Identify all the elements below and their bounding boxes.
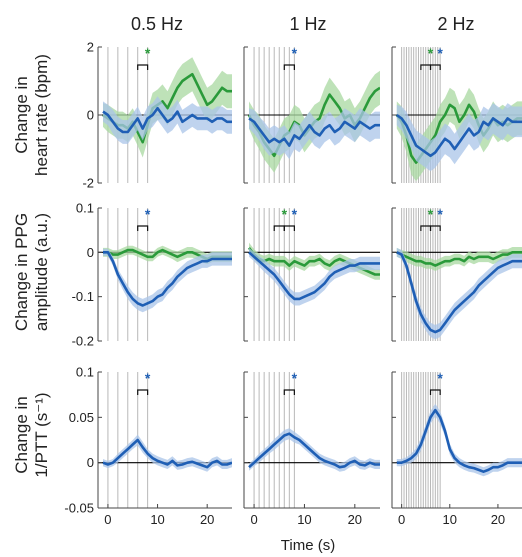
significance-bracket — [283, 225, 295, 231]
panel-r0c0: 2 0 -2 * — [82, 40, 232, 191]
x-tick-label: 10 — [297, 512, 311, 527]
y-tick-label: -0.1 — [72, 289, 94, 304]
column-title-1-hz: 1 Hz — [289, 14, 326, 34]
y-tick-label: 0 — [87, 108, 94, 123]
x-tick-label: 20 — [348, 512, 362, 527]
blue-series-line — [248, 251, 380, 301]
panel-r1c0: 0.1 0 -0.1 -0.2 * — [72, 201, 232, 349]
y-tick-label: 0 — [87, 455, 94, 470]
significance-bracket — [429, 389, 441, 395]
significance-star: * — [292, 370, 298, 386]
panel-r2c2: 0 10 20 * — [391, 370, 522, 527]
significance-bracket — [429, 225, 441, 231]
x-tick-label: 20 — [200, 512, 214, 527]
significance-bracket — [283, 389, 295, 395]
panel-r0c1: * — [243, 45, 380, 184]
series-group-r1c1 — [247, 242, 380, 306]
significance-star: * — [437, 45, 443, 61]
significance-bracket — [137, 64, 149, 70]
significance-bracket — [429, 64, 441, 70]
panel-r2c0: 0.1 0.05 0 -0.05 0 10 20 * — [64, 365, 232, 527]
column-title-0-5-hz: 0.5 Hz — [131, 14, 183, 34]
significance-star: * — [428, 206, 434, 222]
significance-star: * — [292, 206, 298, 222]
series-group-r2c2 — [396, 403, 522, 477]
x-tick-label: 0 — [250, 512, 257, 527]
y-tick-label: 0 — [87, 245, 94, 260]
x-tick-label: 10 — [443, 512, 457, 527]
y-tick-label: -0.2 — [72, 334, 94, 349]
ylabel-ppg-line1: Change in PPG — [12, 213, 31, 331]
ylabel-heart-rate-line1: Change in — [12, 76, 31, 154]
x-tick-label: 20 — [491, 512, 505, 527]
row-ylabels: Change in heart rate (bpm) Change in PPG… — [12, 54, 51, 478]
y-tick-label: -2 — [82, 176, 94, 191]
blue-series-line — [396, 113, 522, 158]
x-tick-label: 0 — [398, 512, 405, 527]
column-titles: 0.5 Hz 1 Hz 2 Hz — [131, 14, 475, 34]
blue-series-line — [102, 438, 232, 469]
y-tick-label: 0.05 — [69, 410, 94, 425]
series-group-r0c2 — [395, 87, 522, 182]
blue-confidence-band — [249, 108, 380, 160]
blue-confidence-band — [396, 247, 522, 340]
panel-r1c2: * * — [391, 206, 522, 342]
significance-star: * — [145, 206, 151, 222]
blue-confidence-band — [249, 247, 380, 306]
blue-series-line — [248, 117, 380, 147]
blue-series-line — [103, 251, 232, 307]
ylabel-ptt-line2: 1/PTT (s⁻¹) — [32, 392, 51, 477]
series-group-r0c0 — [102, 57, 232, 158]
panel-r2c1: 0 10 20 * — [243, 370, 380, 527]
column-title-2-hz: 2 Hz — [437, 14, 474, 34]
ylabel-heart-rate-line2: heart rate (bpm) — [32, 54, 51, 176]
series-group-r1c2 — [396, 247, 522, 340]
x-axis-label: Time (s) — [281, 537, 335, 554]
y-tick-label: 2 — [87, 40, 94, 55]
plot-panels: 20-2* * * *0.10-0.1-0.2* * * * *0.10.050-0.050 1… — [64, 40, 522, 527]
x-tick-label: 10 — [150, 512, 164, 527]
significance-bracket — [137, 389, 149, 395]
significance-bracket — [137, 225, 149, 231]
y-tick-label: 0.1 — [76, 365, 94, 380]
ylabel-ptt-line1: Change in — [12, 396, 31, 474]
significance-star: * — [437, 206, 443, 222]
significance-star: * — [145, 370, 151, 386]
panel-r0c2: * * — [391, 45, 522, 184]
series-group-r0c1 — [247, 70, 380, 173]
blue-series-line — [396, 251, 522, 334]
green-series-line — [396, 251, 522, 267]
significance-bracket — [283, 64, 295, 70]
x-tick-label: 0 — [104, 512, 111, 527]
panel-r1c1: * * — [243, 206, 380, 342]
series-group-r1c0 — [103, 245, 232, 313]
significance-star: * — [282, 206, 288, 222]
blue-series-line — [248, 432, 380, 469]
ylabel-ppg-line2: amplitude (a.u.) — [32, 213, 51, 331]
blue-confidence-band — [103, 248, 232, 313]
significance-star: * — [437, 370, 443, 386]
significance-star: * — [145, 45, 151, 61]
series-group-r2c1 — [248, 428, 380, 472]
y-tick-label: -0.05 — [64, 501, 94, 516]
blue-series-line — [396, 408, 522, 474]
y-tick-label: 0.1 — [76, 201, 94, 216]
significance-star: * — [292, 45, 298, 61]
blue-series-line — [102, 106, 232, 134]
series-group-r2c0 — [102, 434, 232, 472]
significance-star: * — [428, 45, 434, 61]
